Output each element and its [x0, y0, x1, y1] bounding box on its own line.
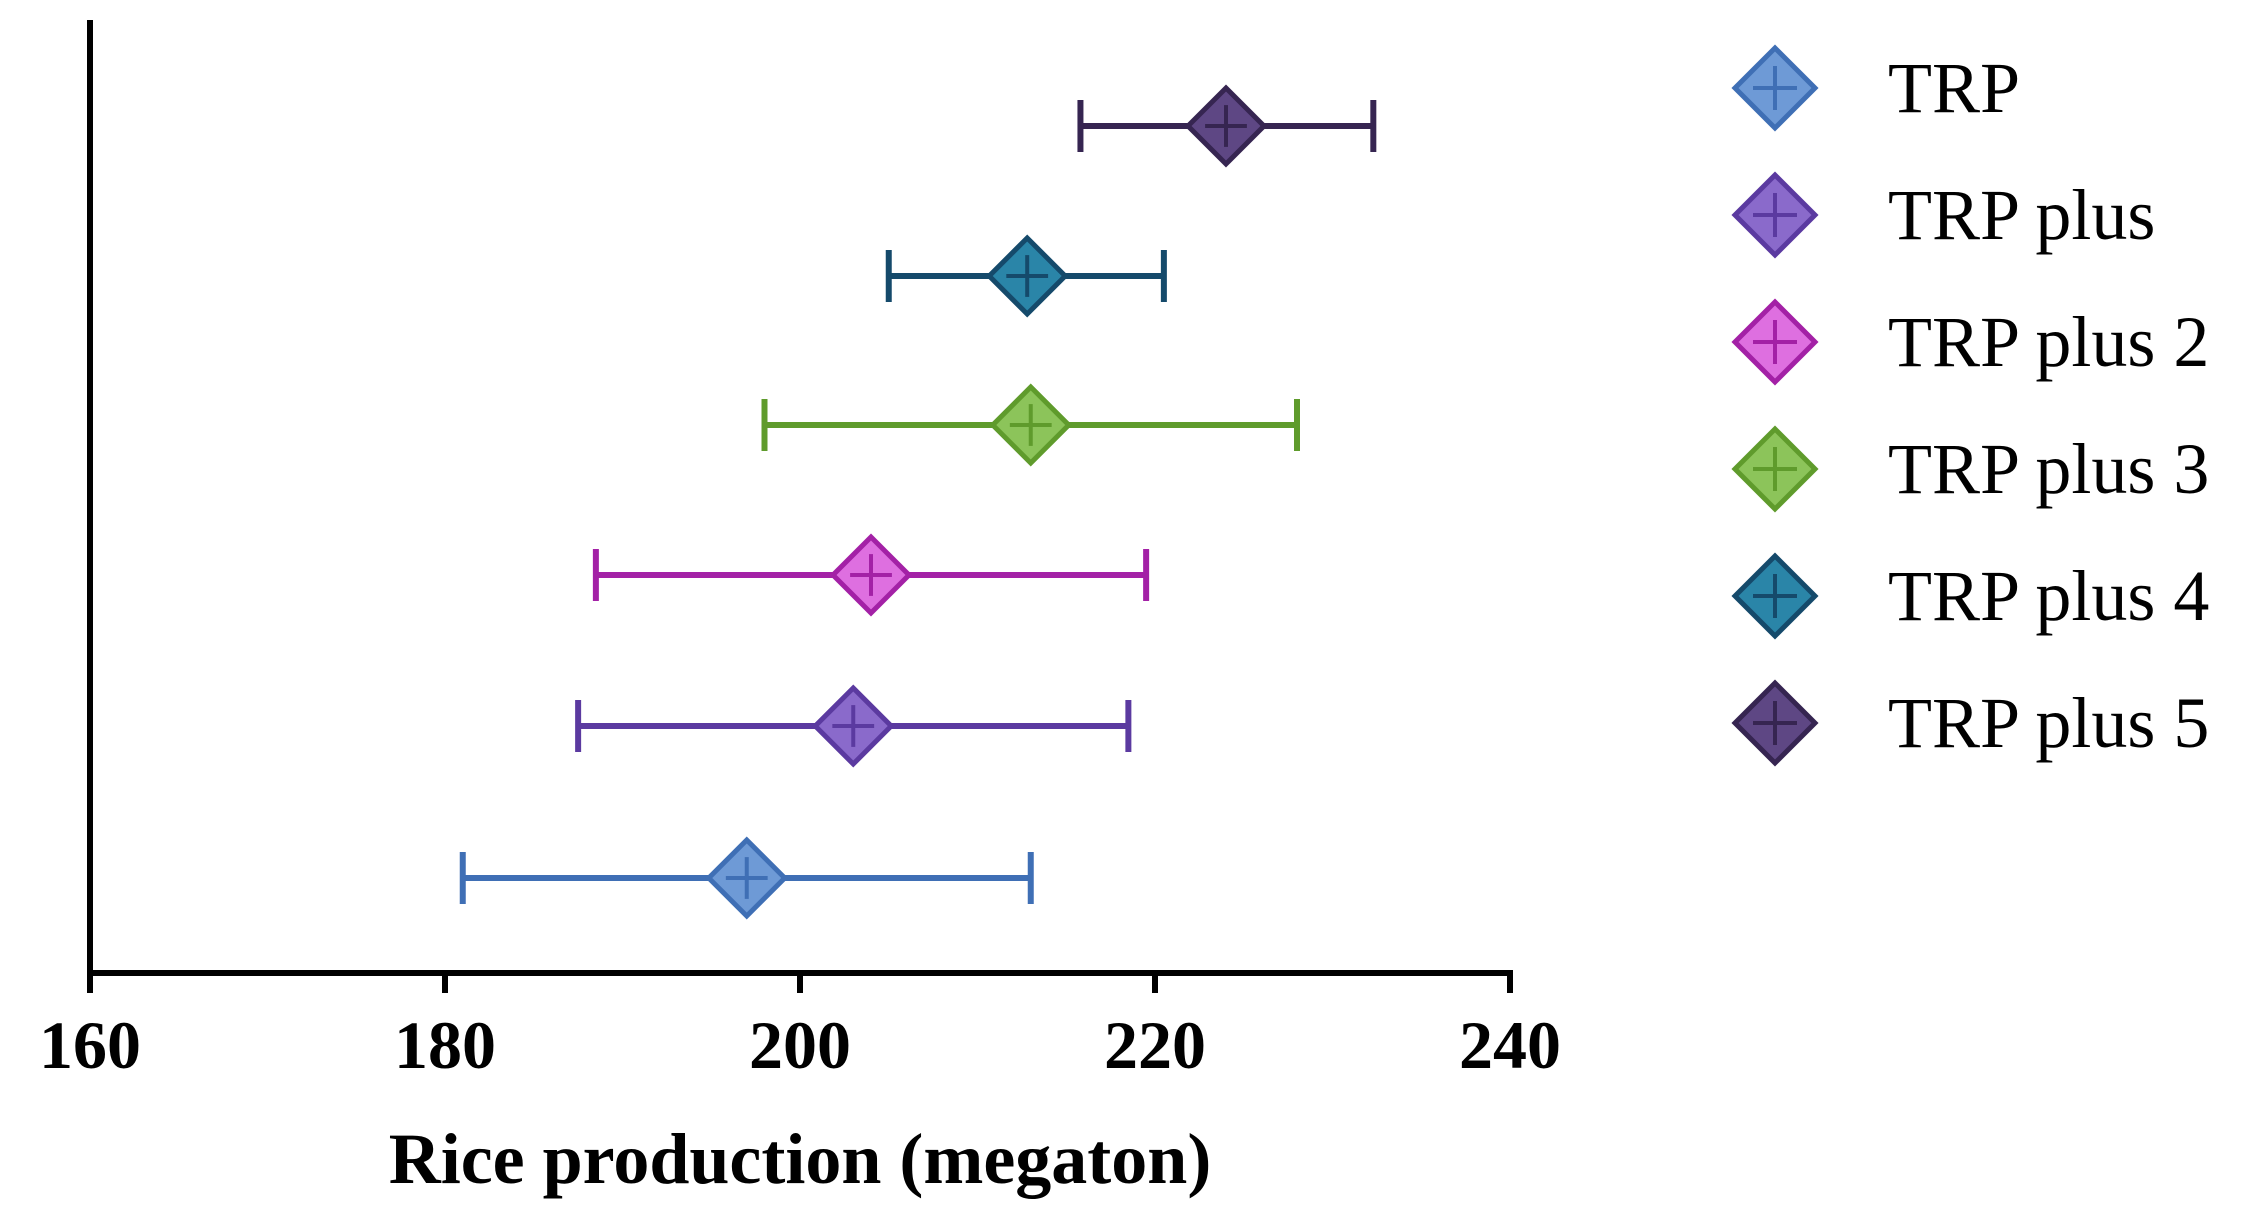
x-tick-label: 240 — [1459, 1007, 1561, 1083]
x-tick-label: 160 — [39, 1007, 141, 1083]
series-3 — [592, 533, 1150, 617]
series-5 — [885, 234, 1167, 318]
legend-label: TRP plus — [1888, 175, 2155, 255]
x-axis-title: Rice production (megaton) — [389, 1119, 1212, 1199]
x-tick-label: 220 — [1104, 1007, 1206, 1083]
legend-item: TRP plus 5 — [1731, 679, 2209, 767]
x-tick-label: 200 — [749, 1007, 851, 1083]
mean-point-marker — [829, 533, 913, 617]
legend-label: TRP plus 2 — [1888, 302, 2209, 382]
legend-item: TRP — [1731, 44, 2020, 132]
series-1 — [459, 836, 1034, 920]
series-4 — [761, 383, 1300, 467]
legend-swatch-marker — [1731, 171, 1819, 259]
legend-swatch-marker — [1731, 44, 1819, 132]
mean-point-marker — [989, 383, 1073, 467]
mean-point-marker — [811, 684, 895, 768]
legend-item: TRP plus — [1731, 171, 2155, 259]
legend-item: TRP plus 4 — [1731, 552, 2209, 640]
legend-swatch-marker — [1731, 552, 1819, 640]
series-layer — [459, 84, 1377, 920]
x-tick-label: 180 — [394, 1007, 496, 1083]
legend-item: TRP plus 2 — [1731, 298, 2209, 386]
x-axis-ticks: 160 180 200 220 240 — [39, 973, 1561, 1083]
legend: TRP TRP plus TRP plus 2 TRP plus 3 TRP plus … — [1731, 44, 2209, 767]
legend-swatch-marker — [1731, 679, 1819, 767]
legend-label: TRP plus 5 — [1888, 683, 2209, 763]
mean-point-marker — [985, 234, 1069, 318]
legend-label: TRP plus 4 — [1888, 556, 2209, 636]
series-6 — [1077, 84, 1377, 168]
mean-point-marker — [705, 836, 789, 920]
axes-layer: 160 180 200 220 240 Rice production (megaton… — [39, 20, 1561, 1199]
legend-item: TRP plus 3 — [1731, 425, 2209, 513]
series-2 — [575, 684, 1132, 768]
legend-swatch-marker — [1731, 298, 1819, 386]
legend-label: TRP — [1888, 48, 2020, 128]
legend-swatch-marker — [1731, 425, 1819, 513]
mean-point-marker — [1184, 84, 1268, 168]
legend-label: TRP plus 3 — [1888, 429, 2209, 509]
